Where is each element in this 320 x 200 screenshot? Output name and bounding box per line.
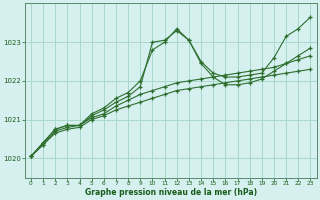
X-axis label: Graphe pression niveau de la mer (hPa): Graphe pression niveau de la mer (hPa) bbox=[84, 188, 257, 197]
